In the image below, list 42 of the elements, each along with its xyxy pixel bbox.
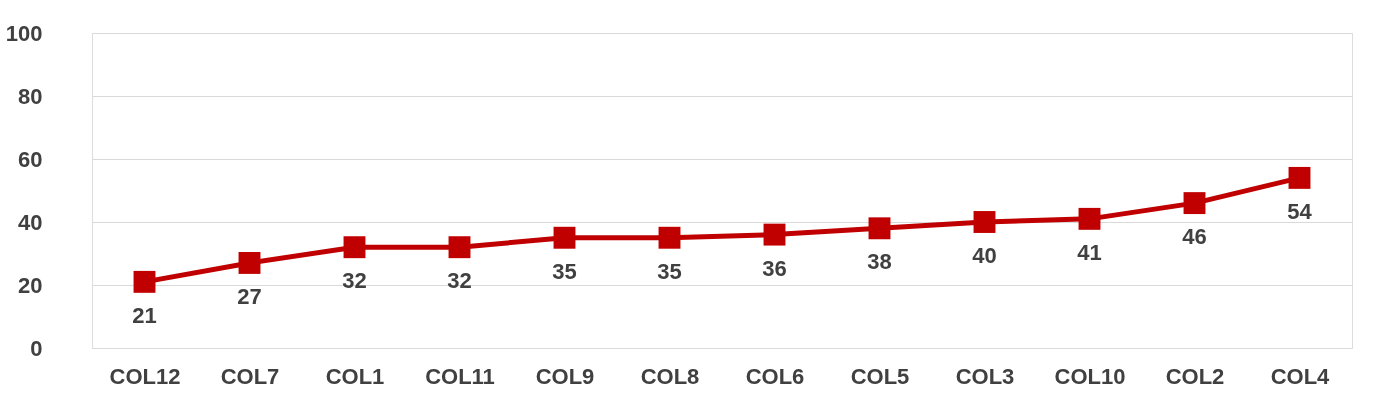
point <box>1078 207 1101 230</box>
x-tick-label: COL8 <box>640 363 700 389</box>
y-tick-label: 40 <box>18 209 43 235</box>
y-tick-label: 20 <box>18 272 43 298</box>
data-label: 54 <box>1287 198 1313 224</box>
x-tick-label: COL11 <box>425 363 495 389</box>
x-tick-label: COL3 <box>955 363 1015 389</box>
x-tick-label: COL4 <box>1270 363 1331 389</box>
data-label: 41 <box>1077 239 1102 265</box>
point <box>973 211 996 233</box>
point <box>133 270 156 293</box>
x-tick-label: COL9 <box>535 363 595 389</box>
data-label: 32 <box>342 268 367 294</box>
point <box>1288 166 1311 189</box>
data-label: 21 <box>132 302 157 328</box>
point <box>553 226 576 249</box>
point <box>658 226 681 249</box>
data-label: 46 <box>1182 224 1207 250</box>
x-tick-label: COL6 <box>745 363 805 389</box>
data-label: 27 <box>237 283 262 309</box>
y-tick-label: 100 <box>5 20 43 46</box>
x-tick-label: COL1 <box>325 363 385 389</box>
data-label: 40 <box>972 243 997 268</box>
point <box>868 217 891 240</box>
x-tick-label: COL5 <box>850 363 910 389</box>
point <box>763 223 786 246</box>
y-tick-label: 0 <box>30 335 43 361</box>
data-label: 35 <box>552 258 577 284</box>
x-tick-label: COL10 <box>1054 363 1126 389</box>
point <box>1183 192 1206 215</box>
point <box>448 236 471 259</box>
x-tick-label: COL12 <box>109 363 181 389</box>
data-label: 38 <box>867 249 892 275</box>
x-tick-label: COL2 <box>1165 363 1225 389</box>
data-label: 36 <box>762 255 787 281</box>
point <box>343 236 366 259</box>
point <box>238 252 261 274</box>
data-label: 35 <box>657 258 682 284</box>
y-tick-label: 60 <box>18 146 43 172</box>
data-label: 32 <box>447 268 472 294</box>
x-tick-label: COL7 <box>220 363 280 389</box>
y-tick-label: 80 <box>18 83 43 109</box>
